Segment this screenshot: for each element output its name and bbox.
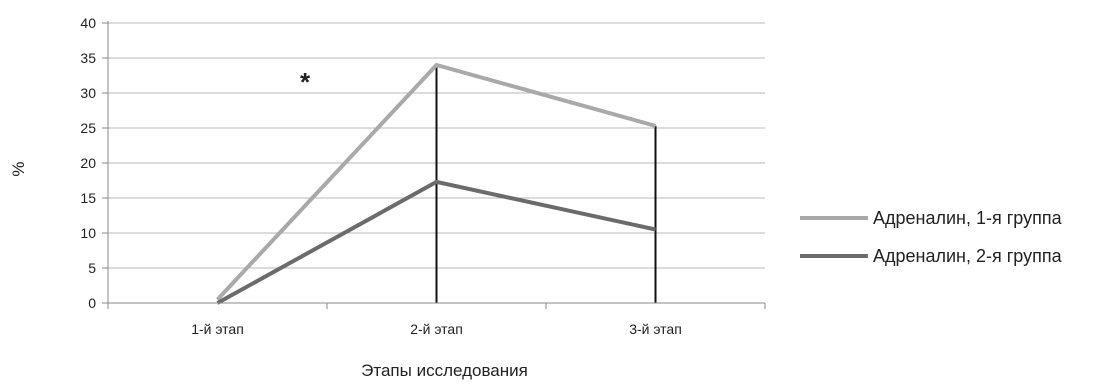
y-tick-label: 10 — [80, 225, 96, 241]
drop-lines — [435, 65, 657, 303]
y-tick-label: 20 — [80, 155, 96, 171]
series-line-2 — [216, 179, 656, 305]
series-line-1 — [216, 62, 657, 301]
y-tick-label: 30 — [80, 85, 96, 101]
y-tick-label: 15 — [80, 190, 96, 206]
y-axis-ticks: 0 5 10 15 20 25 30 35 40 — [80, 15, 108, 311]
significance-asterisk: * — [300, 67, 311, 97]
x-axis-ticks: 1-й этап 2-й этап 3-й этап — [107, 303, 766, 337]
legend-label-2: Адреналин, 2-я группа — [873, 246, 1063, 266]
y-axis-title: % — [9, 161, 28, 176]
x-tick-label: 3-й этап — [629, 321, 682, 337]
x-axis-title: Этапы исследования — [361, 361, 528, 380]
y-tick-label: 35 — [80, 50, 96, 66]
x-tick-label: 2-й этап — [410, 321, 463, 337]
series-lines — [216, 62, 657, 305]
axes — [107, 21, 765, 304]
legend-label-1: Адреналин, 1-я группа — [873, 208, 1063, 228]
x-tick-label: 1-й этап — [191, 321, 244, 337]
y-tick-label: 0 — [88, 295, 96, 311]
y-tick-label: 40 — [80, 15, 96, 31]
y-tick-label: 5 — [88, 260, 96, 276]
legend: Адреналин, 1-я группа Адреналин, 2-я груп… — [800, 208, 1063, 266]
y-tick-label: 25 — [80, 120, 96, 136]
